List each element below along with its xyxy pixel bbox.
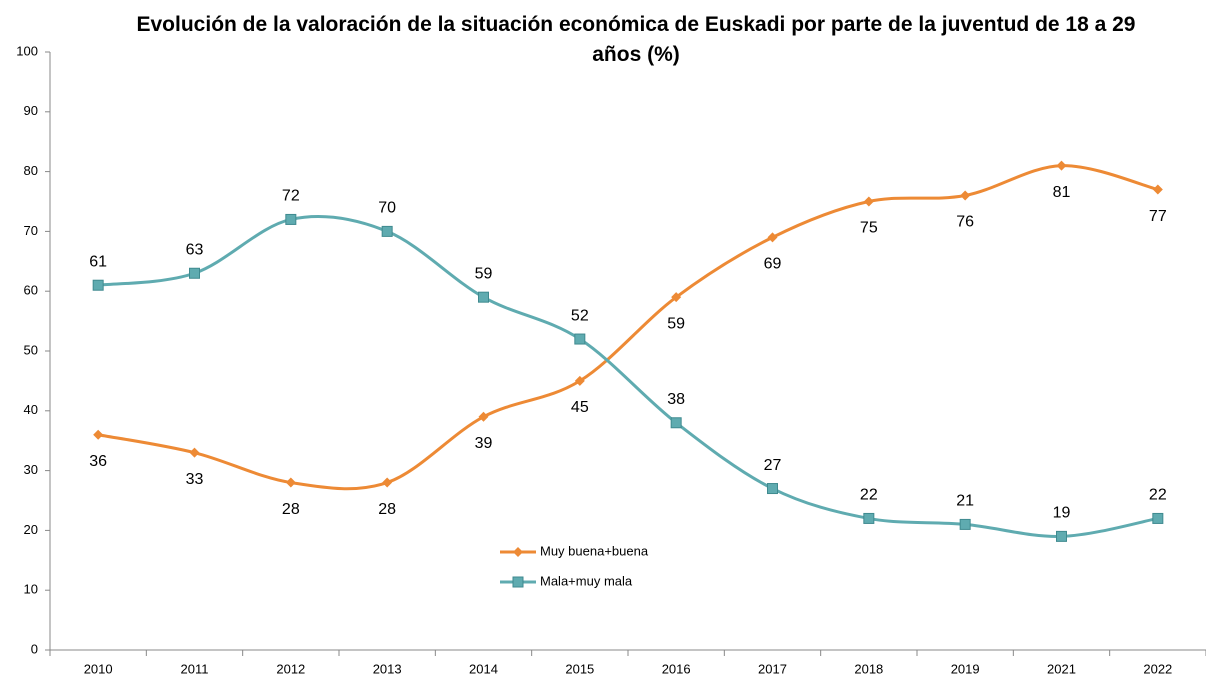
marker (1152, 184, 1163, 195)
x-tick-label: 2019 (951, 661, 980, 676)
legend-marker (513, 547, 523, 557)
y-tick-label: 30 (24, 462, 38, 477)
data-label: 76 (956, 214, 974, 231)
y-tick-label: 0 (31, 641, 38, 656)
x-tick-label: 2021 (1047, 661, 1076, 676)
x-tick-label: 2014 (469, 661, 498, 676)
series-line (97, 215, 1159, 538)
y-tick-label: 10 (24, 582, 38, 597)
data-label: 59 (667, 315, 685, 332)
marker (285, 213, 297, 225)
data-label: 27 (764, 457, 782, 474)
marker (189, 447, 200, 458)
chart-title: Evolución de la valoración de la situaci… (136, 13, 1136, 66)
data-label: 28 (282, 501, 300, 518)
marker (574, 375, 585, 386)
data-label: 33 (186, 471, 204, 488)
y-tick-label: 50 (24, 342, 38, 357)
data-label: 38 (667, 391, 685, 408)
marker (1152, 512, 1164, 524)
legend-label: Muy buena+buena (540, 543, 649, 558)
data-label: 63 (186, 241, 204, 258)
data-label: 22 (1149, 487, 1167, 504)
y-tick-label: 100 (16, 43, 38, 58)
marker (1056, 160, 1067, 171)
marker (863, 196, 874, 207)
x-tick-label: 2016 (662, 661, 691, 676)
marker (189, 267, 200, 279)
data-label: 72 (282, 188, 300, 205)
marker (92, 279, 104, 291)
legend-label: Mala+muy mala (540, 573, 633, 588)
legend-marker (512, 576, 524, 588)
y-tick-label: 20 (24, 522, 38, 537)
data-label: 19 (1053, 505, 1071, 522)
data-label: 21 (956, 493, 974, 510)
marker (863, 512, 875, 524)
data-label: 61 (89, 253, 107, 270)
x-tick-label: 2011 (181, 661, 209, 676)
data-label: 36 (89, 453, 107, 470)
marker (1056, 530, 1067, 542)
data-label: 45 (571, 399, 589, 416)
marker (382, 477, 393, 488)
x-tick-label: 2013 (373, 661, 402, 676)
marker (285, 477, 296, 488)
marker (381, 225, 393, 237)
data-label: 22 (860, 487, 878, 504)
x-tick-label: 2022 (1143, 661, 1172, 676)
y-tick-label: 40 (24, 402, 38, 417)
y-tick-label: 70 (24, 223, 38, 238)
marker (671, 292, 682, 303)
marker (574, 333, 586, 345)
data-label: 70 (378, 200, 396, 217)
marker (767, 483, 778, 495)
marker (960, 190, 971, 201)
data-label: 69 (764, 256, 782, 273)
data-label: 59 (475, 265, 493, 282)
y-tick-label: 80 (24, 163, 38, 178)
marker (93, 429, 104, 440)
x-tick-label: 2010 (84, 661, 113, 676)
data-label: 52 (571, 307, 589, 324)
data-label: 81 (1053, 184, 1071, 201)
x-tick-label: 2017 (758, 661, 787, 676)
x-tick-label: 2012 (276, 661, 305, 676)
marker (478, 411, 489, 422)
y-tick-label: 60 (24, 283, 38, 298)
data-label: 75 (860, 220, 878, 237)
marker (670, 417, 682, 429)
y-tick-label: 90 (24, 103, 38, 118)
x-tick-label: 2015 (565, 661, 594, 676)
x-tick-label: 2018 (854, 661, 883, 676)
series-line (97, 164, 1159, 491)
marker (959, 518, 971, 530)
marker (478, 291, 489, 303)
data-label: 77 (1149, 208, 1167, 225)
data-label: 28 (378, 501, 396, 518)
data-label: 39 (475, 435, 493, 452)
marker (767, 232, 778, 243)
